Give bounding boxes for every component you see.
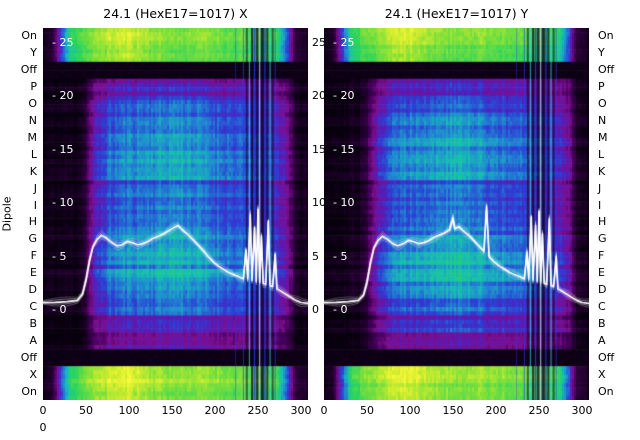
gap-tick-labels: 25 20 15 10 5 0 xyxy=(310,28,326,400)
x-ticks-left-plot: 0 50 100 150 200 250 300 xyxy=(40,404,312,418)
plot-y-title: 24.1 (HexE17=1017) Y xyxy=(384,6,529,21)
right-row-label-1-y: Y xyxy=(598,46,605,60)
x-tick-y-250: 250 xyxy=(528,404,550,417)
inner-value-tick-y-15: - 15 xyxy=(333,142,355,156)
left-row-label-14-e: E xyxy=(30,266,37,280)
left-row-label-5-n: N xyxy=(28,114,37,127)
inner-value-tick-y-10: - 10 xyxy=(333,196,355,209)
left-row-label-17-b: B xyxy=(29,316,37,330)
right-row-label-13-f: F xyxy=(598,249,605,263)
right-row-label-16-c: C xyxy=(598,300,606,313)
left-row-label-1-y: Y xyxy=(30,46,37,60)
heatmap-y-canvas xyxy=(324,28,589,400)
x-tick-y-200: 200 xyxy=(485,404,507,417)
x-tick-x-200: 200 xyxy=(204,404,226,417)
left-row-label-6-m: M xyxy=(27,130,38,144)
x-tick-y-300: 300 xyxy=(571,404,593,417)
gap-value-tick-0: 0 xyxy=(312,303,319,316)
heatmap-x-canvas xyxy=(43,28,308,400)
inner-value-tick-y-25: - 25 xyxy=(333,35,355,49)
gap-value-tick-5: 5 xyxy=(312,249,319,263)
gap-value-tick-15: 15 xyxy=(312,142,326,156)
right-row-label-2-off: Off xyxy=(598,63,615,77)
left-row-label-9-j: J xyxy=(33,181,37,195)
right-row-label-12-g: G xyxy=(598,232,607,246)
inner-value-tick-x-0: - 0 xyxy=(52,303,67,316)
x-tick-y-100: 100 xyxy=(399,404,421,417)
right-row-label-10-i: I xyxy=(598,198,602,212)
left-row-label-0-on: On xyxy=(21,29,37,43)
right-row-label-14-e: E xyxy=(598,266,605,280)
right-row-label-3-p: P xyxy=(598,80,605,94)
inner-value-tick-x-20: - 20 xyxy=(52,89,74,102)
heatmap-plot-x: - 25 - 20 - 15 - 10 - 5 - 0 xyxy=(43,28,308,400)
gap-value-tick-10: 10 xyxy=(312,196,326,209)
right-row-label-5-n: N xyxy=(598,114,607,127)
right-row-labels: On Y Off P O N M L K J I H G F E D C B A Off X On xyxy=(592,0,638,440)
left-row-label-18-a: A xyxy=(29,333,37,347)
left-row-label-8-k: K xyxy=(29,164,37,178)
right-row-label-17-b: B xyxy=(598,316,606,330)
right-row-label-9-j: J xyxy=(598,181,602,195)
right-row-label-4-o: O xyxy=(598,97,607,111)
x-tick-x-250: 250 xyxy=(247,404,269,417)
inner-value-tick-x-25: - 25 xyxy=(52,35,74,49)
x-tick-x-0: 0 xyxy=(39,404,47,417)
x-tick-y-150: 150 xyxy=(442,404,464,417)
left-row-label-19-off: Off xyxy=(20,350,37,364)
inner-value-tick-y-5: - 5 xyxy=(333,249,348,263)
left-row-label-13-f: F xyxy=(30,249,37,263)
plot-x-title: 24.1 (HexE17=1017) X xyxy=(103,6,248,21)
right-row-label-20-x: X xyxy=(598,367,606,381)
left-row-label-20-x: X xyxy=(29,367,37,381)
left-row-label-12-g: G xyxy=(28,232,37,246)
right-row-label-11-h: H xyxy=(598,215,607,229)
x-tick-x-50: 50 xyxy=(79,404,93,417)
right-row-label-15-d: D xyxy=(598,283,607,297)
gap-value-tick-20: 20 xyxy=(312,89,326,102)
x-ticks-right-plot: 0 50 100 150 200 250 300 xyxy=(321,404,593,418)
right-row-label-6-m: M xyxy=(598,130,608,144)
x-tick-x-300: 300 xyxy=(290,404,312,417)
x-tick-y-0: 0 xyxy=(320,404,328,417)
right-row-label-18-a: A xyxy=(598,333,606,347)
bottom-left-zero-label: 0 xyxy=(39,421,47,434)
left-row-label-3-p: P xyxy=(30,80,37,94)
inner-value-tick-x-15: - 15 xyxy=(52,142,74,156)
right-row-label-8-k: K xyxy=(598,164,606,178)
left-row-label-10-i: I xyxy=(33,198,37,212)
gap-value-tick-25: 25 xyxy=(312,35,326,49)
heatmap-plot-y: - 25 - 20 - 15 - 10 - 5 - 0 xyxy=(324,28,589,400)
left-row-label-15-d: D xyxy=(28,283,37,297)
x-tick-y-50: 50 xyxy=(360,404,374,417)
inner-value-tick-x-10: - 10 xyxy=(52,196,74,209)
right-row-label-7-l: L xyxy=(598,147,605,161)
inner-value-tick-y-20: - 20 xyxy=(333,89,355,102)
left-row-label-2-off: Off xyxy=(20,63,37,77)
right-row-label-21-on: On xyxy=(598,384,614,398)
right-row-label-19-off: Off xyxy=(598,350,615,364)
left-row-label-21-on: On xyxy=(21,384,37,398)
left-row-labels: On Y Off P O N M L K J I H G F E D C B A Off X On xyxy=(0,0,38,440)
x-tick-x-100: 100 xyxy=(118,404,140,417)
right-row-label-0-on: On xyxy=(598,29,614,43)
left-row-label-7-l: L xyxy=(30,147,37,161)
inner-value-tick-y-0: - 0 xyxy=(333,303,348,316)
left-row-label-16-c: C xyxy=(29,300,37,313)
left-row-label-4-o: O xyxy=(28,97,37,111)
x-tick-x-150: 150 xyxy=(161,404,183,417)
inner-value-tick-x-5: - 5 xyxy=(52,249,67,263)
left-row-label-11-h: H xyxy=(28,215,37,229)
